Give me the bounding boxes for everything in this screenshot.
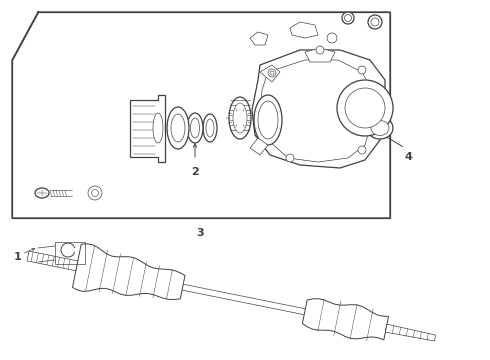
Circle shape [327, 33, 337, 43]
Ellipse shape [229, 97, 251, 139]
Ellipse shape [258, 101, 278, 139]
Circle shape [358, 146, 366, 154]
Polygon shape [250, 138, 268, 155]
Ellipse shape [206, 119, 214, 137]
Polygon shape [250, 32, 268, 45]
Text: 1: 1 [14, 252, 22, 262]
Ellipse shape [167, 107, 189, 149]
Circle shape [268, 69, 276, 77]
Ellipse shape [367, 117, 393, 139]
Circle shape [345, 88, 385, 128]
Text: 2: 2 [191, 167, 199, 177]
Circle shape [344, 14, 351, 22]
Polygon shape [27, 251, 78, 271]
Ellipse shape [187, 113, 203, 143]
Circle shape [316, 46, 324, 54]
Ellipse shape [233, 103, 247, 133]
Polygon shape [12, 12, 390, 218]
Ellipse shape [153, 113, 163, 143]
Circle shape [337, 80, 393, 136]
Polygon shape [260, 65, 280, 82]
Ellipse shape [191, 118, 199, 138]
Polygon shape [385, 324, 436, 341]
Circle shape [368, 15, 382, 29]
Ellipse shape [35, 188, 49, 198]
Ellipse shape [371, 121, 389, 135]
Polygon shape [302, 299, 389, 340]
Polygon shape [305, 48, 335, 62]
Text: 4: 4 [404, 152, 412, 162]
Circle shape [92, 189, 98, 197]
Polygon shape [252, 50, 385, 168]
Circle shape [371, 18, 379, 26]
Circle shape [358, 66, 366, 74]
Circle shape [270, 71, 274, 75]
Circle shape [88, 186, 102, 200]
Ellipse shape [171, 114, 185, 142]
Ellipse shape [203, 114, 217, 142]
Polygon shape [290, 22, 318, 38]
Text: 3: 3 [196, 228, 204, 238]
Bar [55, 242, 85, 264]
Polygon shape [73, 244, 185, 300]
Polygon shape [130, 95, 165, 162]
Circle shape [286, 154, 294, 162]
Ellipse shape [254, 95, 282, 145]
Circle shape [342, 12, 354, 24]
